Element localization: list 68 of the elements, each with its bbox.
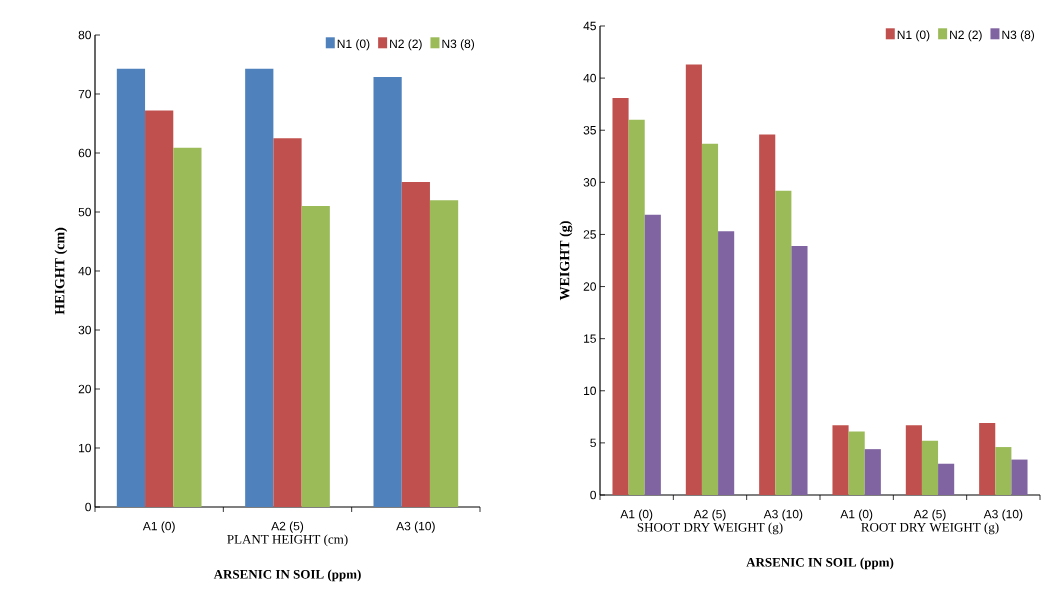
bar [979,423,996,495]
text: SHOOT DRY WEIGHT (g) [637,522,783,535]
y-tick-label: 70 [78,89,91,99]
x-axis-title: ARSENIC IN SOIL (ppm) [746,557,894,570]
legend-label: N2 (2) [390,39,422,51]
x-tick-label: A3 (10) [396,521,435,533]
y-tick-label: 5 [590,438,596,448]
bar [612,97,629,495]
x-tick-label: A3 (10) [763,509,803,521]
bar [921,440,939,495]
y-tick-label: 40 [583,73,597,83]
bar [938,463,955,495]
y-tick-label: 10 [584,386,597,396]
bar [995,447,1012,495]
legend-label: N3 (8) [442,39,475,51]
bar [1011,459,1028,495]
bar [685,64,702,495]
x-axis-title: ARSENIC IN SOIL (ppm) [213,569,361,582]
y-tick-label: 60 [78,148,91,158]
y-tick-label: 25 [583,230,596,239]
y-tick-label: 20 [583,282,597,291]
bar [644,214,661,495]
legend-label: N1 (0) [337,39,370,51]
bar [401,181,430,507]
x-tick-label: A1 (0) [142,521,175,533]
y-tick-label: 20 [78,384,91,394]
bar [245,68,274,507]
bar [628,119,645,495]
bar [905,425,922,495]
bar [145,110,174,507]
y-axis-title: HEIGHT (cm) [54,227,68,315]
y-tick-label: 35 [583,125,596,135]
bar [701,143,719,495]
bar [848,431,865,495]
bar [718,231,735,495]
bar [775,190,792,495]
bar [759,134,776,495]
x-tick-label: A3 (10) [983,509,1023,521]
x-tick-label: A2 (5) [271,521,304,533]
bar [791,245,808,495]
y-tick-label: 80 [78,30,91,40]
y-axis-title: WEIGHT (g) [559,221,573,301]
y-tick-label: 0 [85,502,91,512]
legend-label: N2 (2) [950,30,982,42]
bar [173,147,202,507]
x-tick-label: A1 (0) [620,509,653,521]
y-tick-label: 10 [79,443,91,453]
bar [116,68,146,507]
y-tick-label: 0 [590,490,597,500]
legend-label: N1 (0) [897,30,930,42]
legend-label: N3 (8) [1002,30,1035,42]
text: ROOT DRY WEIGHT (g) [861,522,999,535]
bar [864,449,881,495]
bar [373,76,402,507]
y-tick-label: 40 [78,266,91,276]
x-tick-label: A1 (0) [840,509,873,521]
y-tick-label: 30 [78,325,91,335]
text: PLANT HEIGHT (cm) [227,534,348,547]
x-tick-label: A2 (5) [693,509,726,521]
y-tick-label: 30 [583,178,597,187]
y-tick-label: 15 [584,334,596,343]
y-tick-label: 45 [583,21,596,31]
bar [832,425,849,495]
bar [273,138,302,507]
bar [301,206,330,507]
x-tick-label: A2 (5) [913,509,946,521]
bar [429,200,459,507]
y-tick-label: 50 [78,207,91,217]
